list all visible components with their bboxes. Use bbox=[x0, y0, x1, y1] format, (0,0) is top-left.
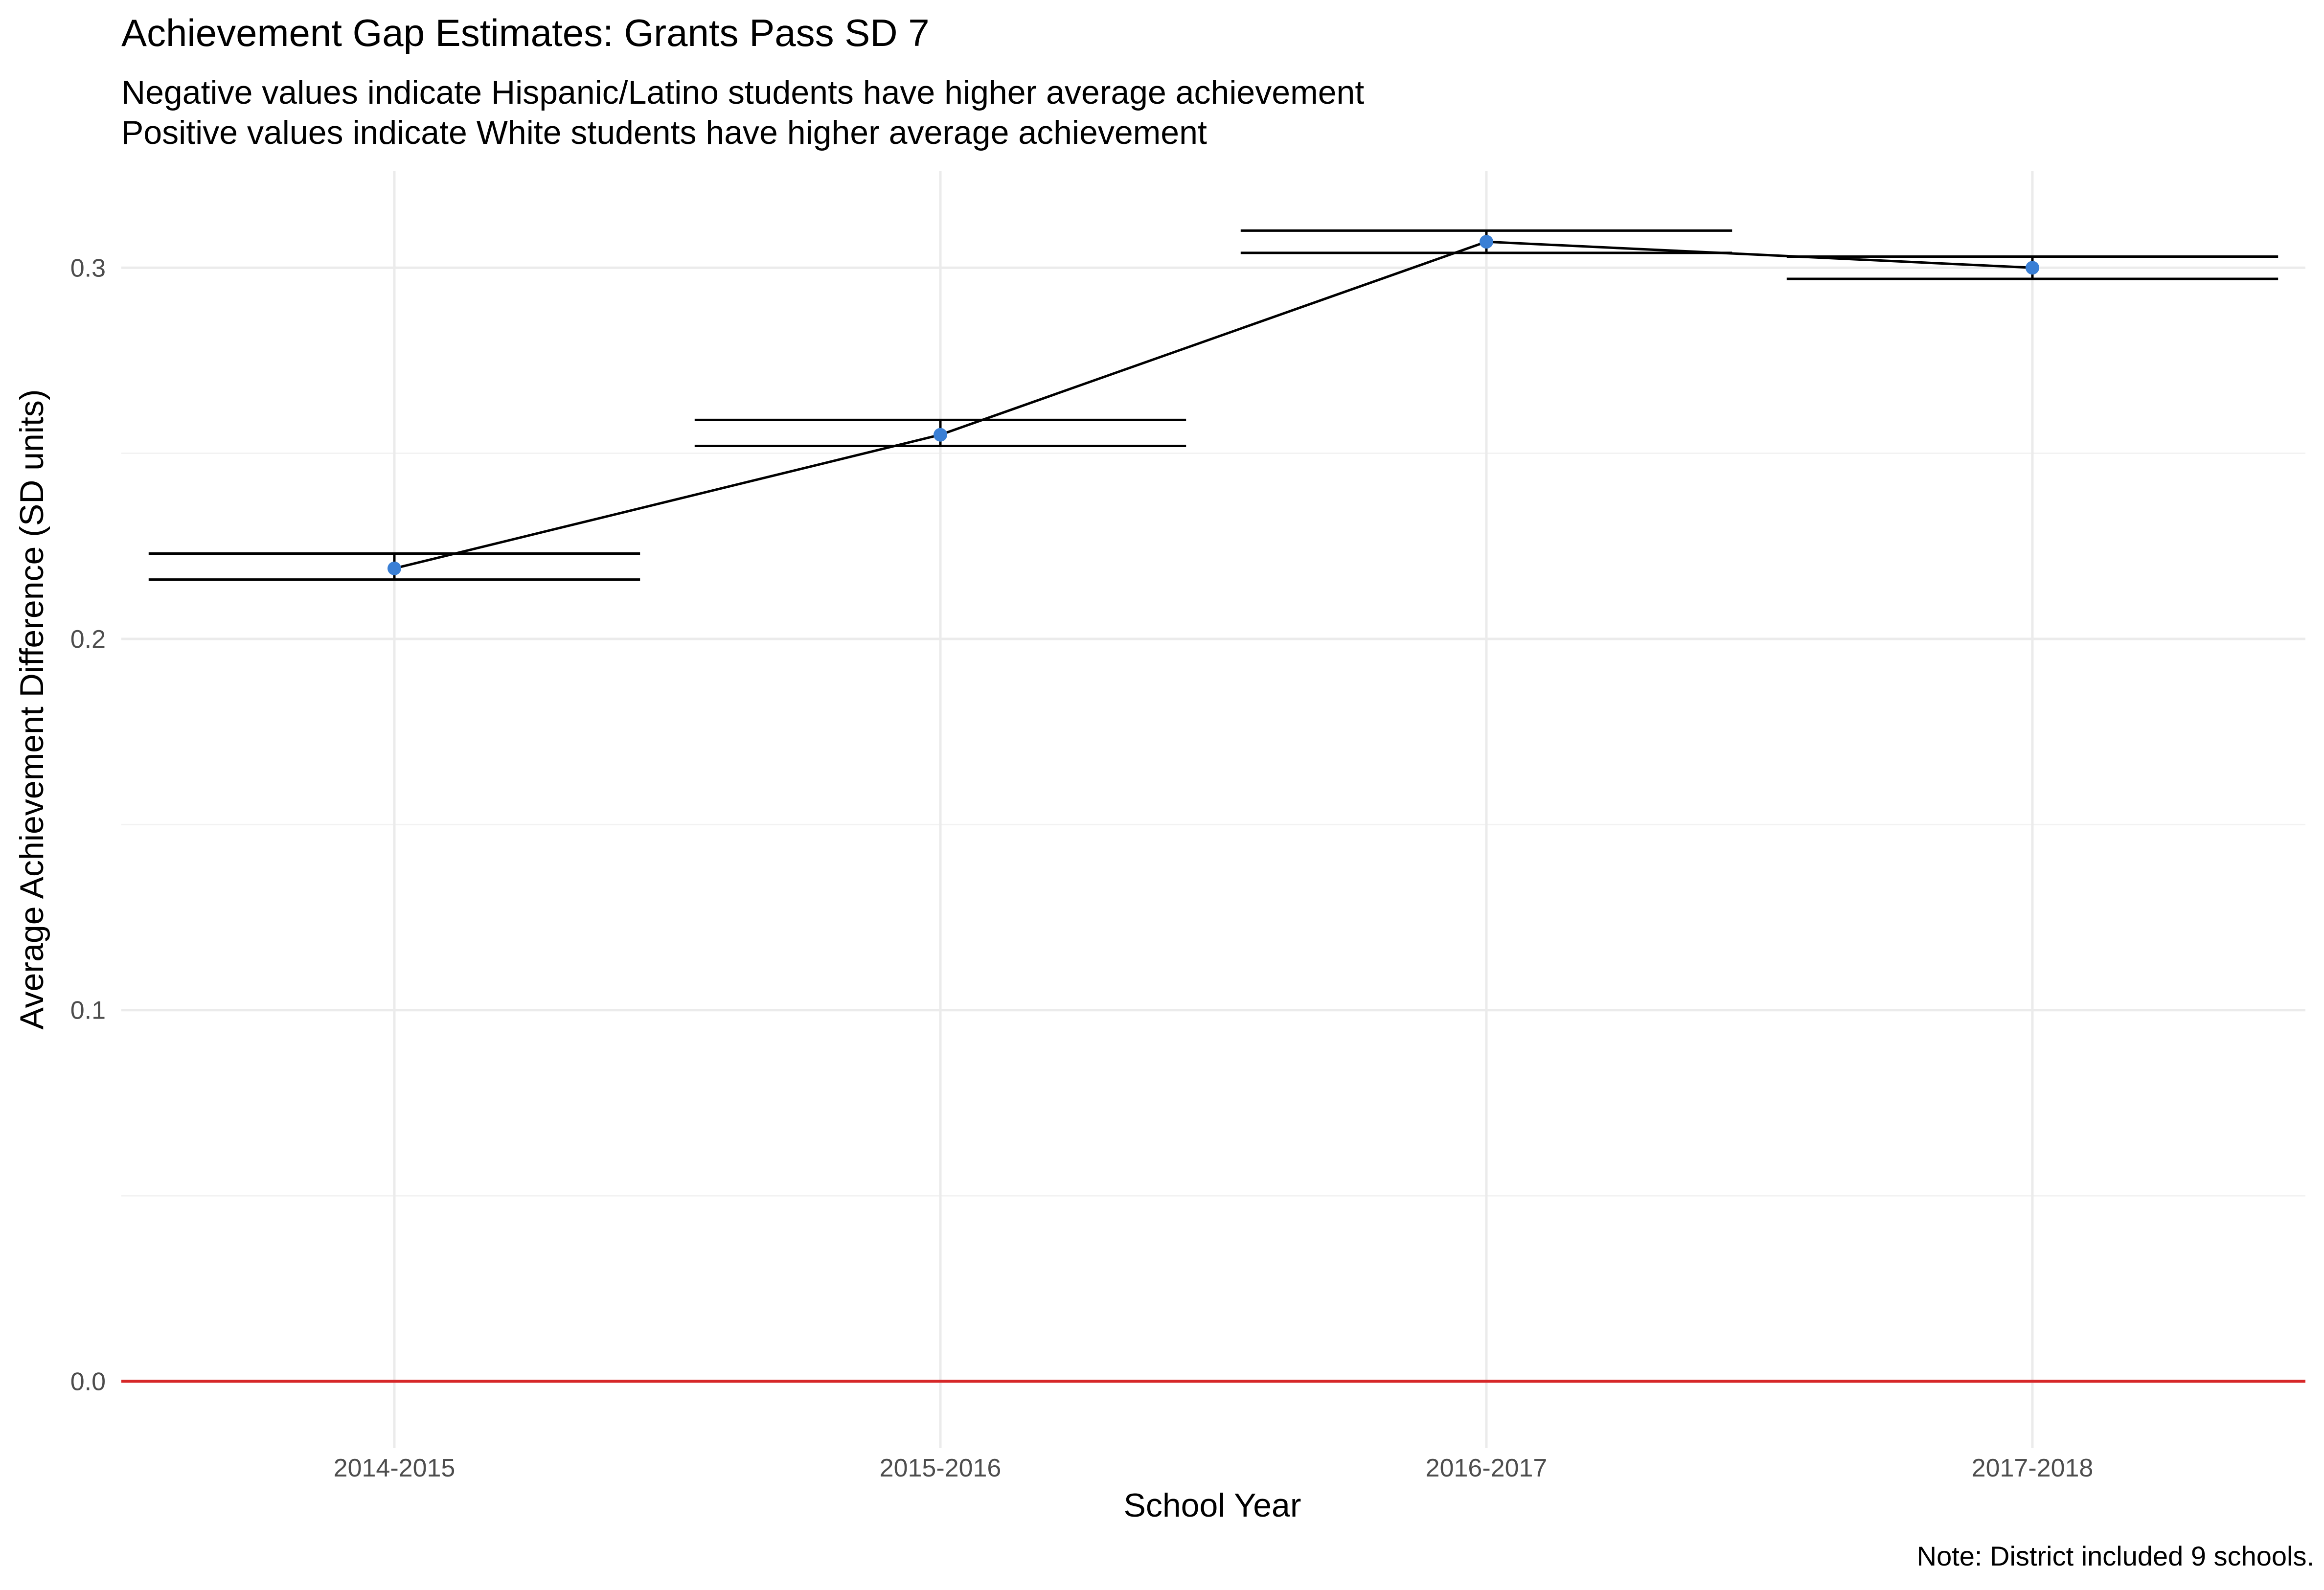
error-bars bbox=[148, 229, 2278, 581]
data-point bbox=[2026, 261, 2039, 275]
major-gridlines bbox=[121, 171, 2305, 1448]
y-tick-label: 0.1 bbox=[70, 997, 106, 1025]
y-tick-label: 0.3 bbox=[70, 254, 106, 282]
x-tick-label: 2017-2018 bbox=[1972, 1454, 2094, 1482]
y-axis-tick-labels: 0.0 0.1 0.2 0.3 bbox=[70, 254, 106, 1396]
x-tick-label: 2014-2015 bbox=[334, 1454, 456, 1482]
chart-subtitle-line-2: Positive values indicate White students … bbox=[121, 114, 1207, 151]
y-tick-label: 0.0 bbox=[70, 1367, 106, 1396]
data-points bbox=[387, 235, 2039, 575]
series-line bbox=[394, 240, 2033, 570]
chart-caption: Note: District included 9 schools. bbox=[1916, 1541, 2314, 1571]
y-axis-title: Average Achievement Difference (SD units… bbox=[13, 389, 50, 1029]
x-tick-label: 2016-2017 bbox=[1426, 1454, 1548, 1482]
chart-title: Achievement Gap Estimates: Grants Pass S… bbox=[121, 11, 930, 54]
series-line-layer bbox=[394, 240, 2033, 570]
x-axis-tick-labels: 2014-2015 2015-2016 2016-2017 2017-2018 bbox=[334, 1454, 2094, 1482]
x-axis-title: School Year bbox=[1124, 1487, 1301, 1524]
minor-gridlines bbox=[121, 453, 2305, 1197]
chart-subtitle-line-1: Negative values indicate Hispanic/Latino… bbox=[121, 74, 1365, 111]
data-point bbox=[387, 561, 401, 575]
y-tick-label: 0.2 bbox=[70, 625, 106, 654]
x-tick-label: 2015-2016 bbox=[880, 1454, 1002, 1482]
data-point bbox=[1480, 235, 1493, 249]
data-point bbox=[934, 428, 947, 442]
